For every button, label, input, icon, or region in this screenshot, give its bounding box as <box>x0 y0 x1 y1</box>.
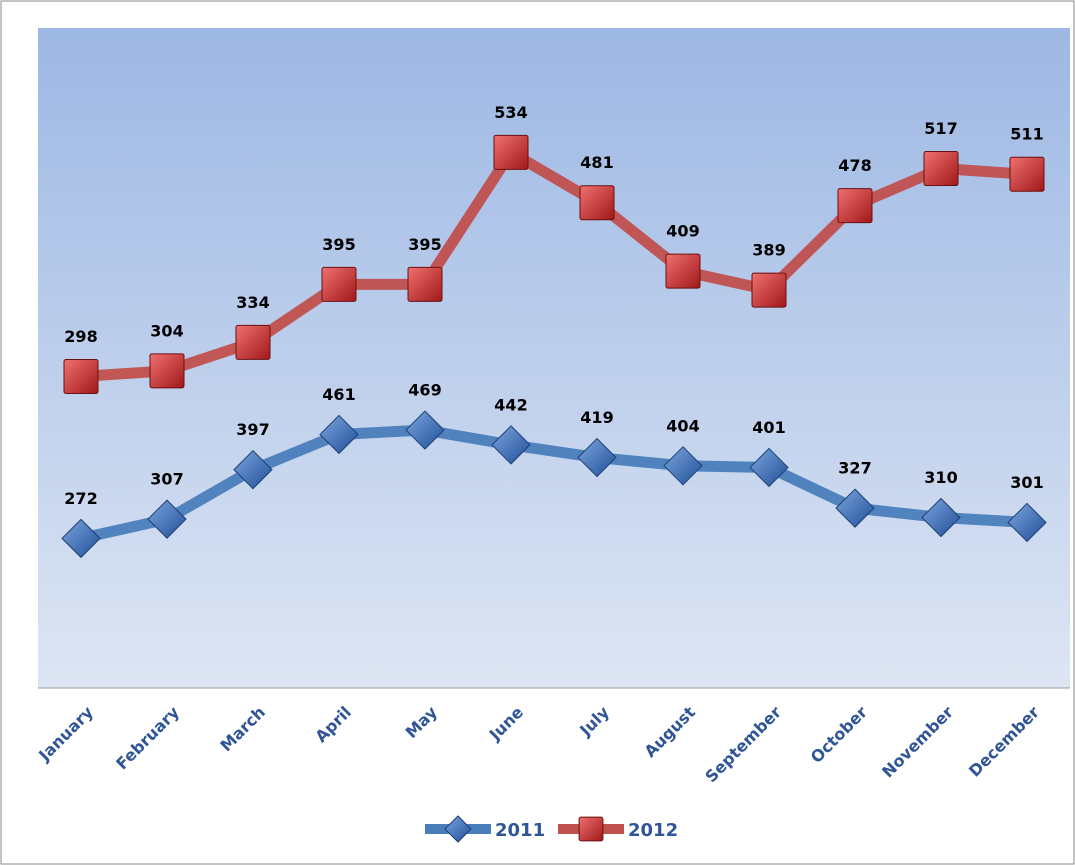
marker <box>147 499 187 539</box>
data-label: 298 <box>64 327 97 346</box>
legend-marker <box>444 815 472 843</box>
data-label: 334 <box>236 293 269 312</box>
marker <box>837 188 873 224</box>
data-label: 442 <box>494 395 527 414</box>
data-label: 481 <box>580 153 613 172</box>
data-label: 469 <box>408 381 441 400</box>
marker <box>835 488 875 528</box>
marker <box>751 272 787 308</box>
data-label: 304 <box>150 321 183 340</box>
legend-label: 2011 <box>495 820 545 841</box>
data-label: 461 <box>322 385 355 404</box>
marker <box>63 359 99 395</box>
data-label: 478 <box>838 156 871 175</box>
legend-label: 2012 <box>628 820 678 841</box>
marker <box>923 151 959 187</box>
data-label: 310 <box>924 468 957 487</box>
marker <box>921 497 961 538</box>
data-label: 419 <box>580 408 613 427</box>
marker <box>321 266 357 302</box>
data-label: 327 <box>838 459 871 478</box>
marker <box>491 425 531 465</box>
marker <box>319 414 359 455</box>
data-label: 401 <box>752 418 785 437</box>
data-label: 397 <box>236 420 269 439</box>
marker <box>665 253 701 289</box>
marker <box>749 447 789 488</box>
legend-marker <box>578 816 604 842</box>
marker <box>149 353 185 389</box>
data-label: 534 <box>494 103 527 122</box>
marker <box>233 449 273 490</box>
marker <box>407 266 443 302</box>
data-label: 511 <box>1010 125 1043 144</box>
marker <box>235 324 271 360</box>
marker <box>1009 156 1045 192</box>
marker <box>61 518 101 559</box>
marker <box>577 437 617 478</box>
data-label: 307 <box>150 470 183 489</box>
data-label: 404 <box>666 416 699 435</box>
data-label: 395 <box>322 235 355 254</box>
data-label: 395 <box>408 235 441 254</box>
marker <box>579 185 615 221</box>
data-label: 272 <box>64 489 97 508</box>
marker <box>493 134 529 170</box>
marker <box>663 446 703 486</box>
data-label: 389 <box>752 241 785 260</box>
marker <box>405 410 445 450</box>
data-label: 517 <box>924 119 957 138</box>
data-label: 409 <box>666 222 699 241</box>
marker <box>1007 502 1047 543</box>
data-label: 301 <box>1010 473 1043 492</box>
